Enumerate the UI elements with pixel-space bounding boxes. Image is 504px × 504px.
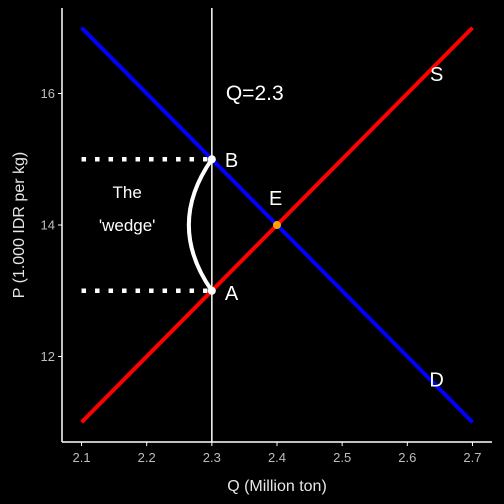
x-tick-label: 2.6 bbox=[398, 450, 416, 465]
x-tick-label: 2.7 bbox=[463, 450, 481, 465]
wedge-label-line-2: 'wedge' bbox=[99, 216, 156, 235]
wedge-arc bbox=[186, 158, 214, 292]
y-tick-label: 12 bbox=[41, 349, 55, 364]
x-tick-label: 2.4 bbox=[268, 450, 286, 465]
point-label-b: B bbox=[225, 150, 238, 172]
point-a bbox=[207, 286, 216, 295]
x-tick-label: 2.2 bbox=[138, 450, 156, 465]
x-tick-label: 2.3 bbox=[203, 450, 221, 465]
point-label-a: A bbox=[225, 283, 239, 305]
point-label-e: E bbox=[269, 188, 282, 210]
curve-label-d: D bbox=[429, 370, 443, 392]
y-axis-title: P (1.000 IDR per kg) bbox=[11, 152, 28, 298]
y-ticks: 12 14 16 bbox=[41, 86, 62, 364]
x-axis-title: Q (Million ton) bbox=[227, 478, 327, 495]
plot-area: Q=2.3 The 'wedge' B A E S D bbox=[80, 8, 474, 442]
x-tick-label: 2.1 bbox=[73, 450, 91, 465]
point-b bbox=[207, 155, 216, 164]
wedge-label-line-1: The bbox=[113, 183, 142, 202]
point-e bbox=[273, 221, 281, 229]
curve-label-s: S bbox=[430, 64, 443, 86]
y-tick-label: 14 bbox=[41, 218, 55, 233]
y-tick-label: 16 bbox=[41, 86, 55, 101]
vertical-line-label: Q=2.3 bbox=[226, 82, 284, 105]
x-ticks: 2.1 2.2 2.3 2.4 2.5 2.6 2.7 bbox=[73, 442, 481, 465]
x-tick-label: 2.5 bbox=[333, 450, 351, 465]
